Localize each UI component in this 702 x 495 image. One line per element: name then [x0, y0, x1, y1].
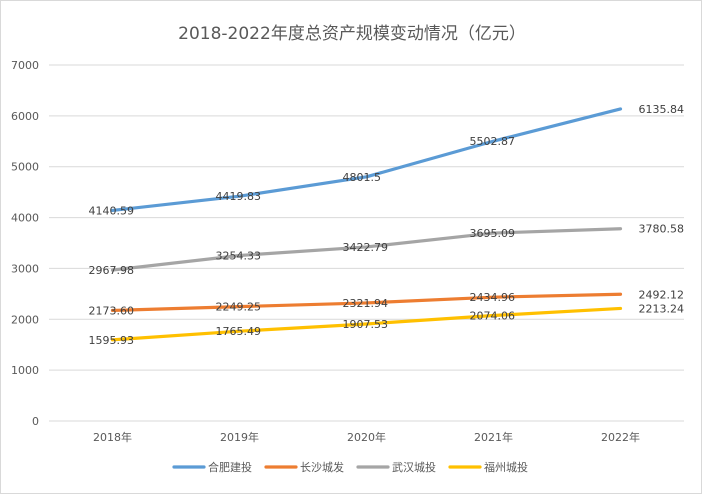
data-label: 2434.96: [470, 291, 516, 304]
y-tick-label: 4000: [11, 212, 39, 225]
gridlines: [49, 64, 684, 422]
data-label: 2074.06: [470, 310, 516, 323]
y-tick-label: 0: [32, 415, 39, 428]
data-label: 3695.09: [470, 227, 516, 240]
data-label: 3422.79: [343, 241, 389, 254]
x-tick-label: 2021年: [474, 430, 513, 444]
data-label: 3780.58: [639, 223, 685, 236]
y-tick-label: 7000: [11, 59, 39, 72]
legend-label: 长沙城发: [300, 460, 344, 474]
legend-label: 福州城投: [484, 460, 528, 474]
series-lines: [110, 107, 623, 342]
legend-label: 武汉城投: [392, 460, 436, 474]
data-label: 2213.24: [639, 302, 685, 315]
x-tick-label: 2022年: [601, 430, 640, 444]
data-label: 1907.53: [343, 318, 389, 331]
data-label: 6135.84: [639, 103, 685, 116]
y-tick-label: 2000: [11, 313, 39, 326]
data-labels: 4140.59 4419.83 4801.5 5502.87 6135.84 2173.6…: [89, 103, 685, 347]
x-axis-ticks: 2018年 2019年 2020年 2021年 2022年: [93, 430, 640, 444]
data-label: 3254.33: [216, 249, 262, 262]
data-label: 2492.12: [639, 288, 685, 301]
data-label: 1765.49: [216, 325, 262, 338]
chart-title: 2018-2022年度总资产规模变动情况（亿元）: [178, 24, 526, 44]
legend-label: 合肥建投: [208, 460, 252, 474]
data-label: 1595.93: [89, 334, 135, 347]
data-label: 4419.83: [216, 190, 262, 203]
data-label: 2249.25: [216, 301, 262, 314]
y-axis-ticks: 0 1000 2000 3000 4000 5000 6000 7000: [11, 59, 39, 428]
data-label: 4801.5: [343, 171, 382, 184]
x-tick-label: 2020年: [347, 430, 386, 444]
y-tick-label: 3000: [11, 262, 39, 275]
series-line-4: [110, 306, 623, 342]
series-line-2: [110, 292, 623, 313]
x-tick-label: 2019年: [220, 430, 259, 444]
data-label: 2967.98: [89, 264, 135, 277]
y-tick-label: 6000: [11, 110, 39, 123]
y-tick-label: 1000: [11, 364, 39, 377]
y-tick-label: 5000: [11, 161, 39, 174]
data-label: 2321.94: [343, 297, 389, 310]
data-label: 2173.60: [89, 304, 135, 317]
data-label: 5502.87: [470, 135, 516, 148]
data-label: 4140.59: [89, 204, 135, 217]
legend: 合肥建投 长沙城发 武汉城投 福州城投: [172, 460, 528, 474]
series-line-3: [110, 227, 623, 272]
x-tick-label: 2018年: [93, 430, 132, 444]
series-line-1: [110, 107, 623, 213]
